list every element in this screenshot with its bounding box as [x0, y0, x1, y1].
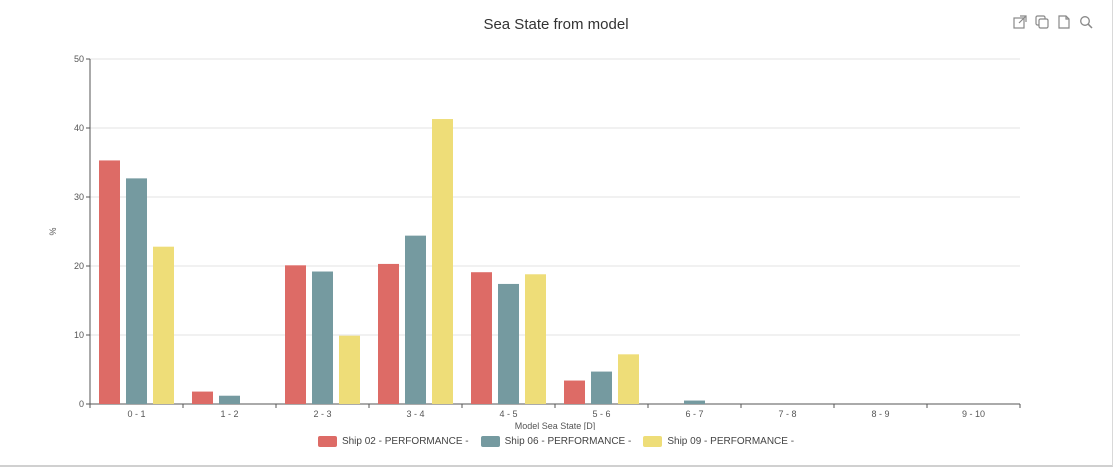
bar — [192, 391, 213, 404]
chart-title: Sea State from model — [483, 16, 629, 33]
y-tick-label: 0 — [79, 399, 84, 409]
chart-toolbar — [1012, 14, 1094, 30]
x-tick-label: 7 - 8 — [778, 409, 796, 419]
legend-label: Ship 02 - PERFORMANCE - — [341, 436, 469, 447]
x-tick-label: 2 - 3 — [313, 409, 331, 419]
legend-item[interactable]: Ship 09 - PERFORMANCE - — [643, 436, 794, 447]
bar — [591, 371, 612, 404]
legend-swatch — [317, 436, 337, 447]
legend-swatch — [643, 436, 663, 447]
legend-item[interactable]: Ship 06 - PERFORMANCE - — [480, 436, 632, 447]
bar — [405, 235, 426, 404]
bar — [684, 400, 705, 404]
bar-chart: 0 10 20 30 40 50 0 - 1 1 - 2 2 - 3 3 - 4 4 - 5 5 - … — [48, 54, 1021, 430]
y-axis-label: % — [48, 227, 58, 235]
legend-label: Ship 09 - PERFORMANCE - — [667, 436, 795, 447]
search-icon[interactable] — [1078, 14, 1094, 30]
bar — [285, 265, 306, 404]
x-tick-label: 8 - 9 — [871, 409, 889, 419]
document-icon[interactable] — [1056, 14, 1072, 30]
y-tick-label: 30 — [74, 192, 84, 202]
bar — [153, 246, 174, 404]
y-tick-label: 10 — [74, 330, 84, 340]
legend-label: Ship 06 - PERFORMANCE - — [504, 436, 632, 447]
bar — [339, 335, 360, 404]
chart-legend: Ship 02 - PERFORMANCE - Ship 06 - PERFORM… — [0, 436, 1112, 447]
bar — [312, 271, 333, 404]
bar — [432, 119, 453, 404]
copy-icon[interactable] — [1034, 14, 1050, 30]
bar — [498, 283, 519, 404]
bar — [219, 395, 240, 404]
x-axis-label: Model Sea State [D] — [515, 421, 596, 430]
legend-item[interactable]: Ship 02 - PERFORMANCE - — [317, 436, 469, 447]
x-tick-label: 4 - 5 — [499, 409, 517, 419]
bar — [378, 263, 399, 404]
legend-swatch — [480, 436, 500, 447]
x-tick-label: 6 - 7 — [685, 409, 703, 419]
bar — [525, 274, 546, 404]
x-tick-label: 5 - 6 — [592, 409, 610, 419]
y-tick-label: 20 — [74, 261, 84, 271]
bar — [618, 354, 639, 404]
y-tick-label: 40 — [74, 123, 84, 133]
x-tick-label: 0 - 1 — [127, 409, 145, 419]
y-tick-label: 50 — [74, 54, 84, 64]
bar — [564, 380, 585, 404]
x-tick-label: 9 - 10 — [962, 409, 985, 419]
bar — [126, 178, 147, 404]
bar — [99, 160, 120, 404]
x-tick-label: 1 - 2 — [220, 409, 238, 419]
x-tick-label: 3 - 4 — [406, 409, 424, 419]
external-link-icon[interactable] — [1012, 14, 1028, 30]
bar — [471, 272, 492, 404]
